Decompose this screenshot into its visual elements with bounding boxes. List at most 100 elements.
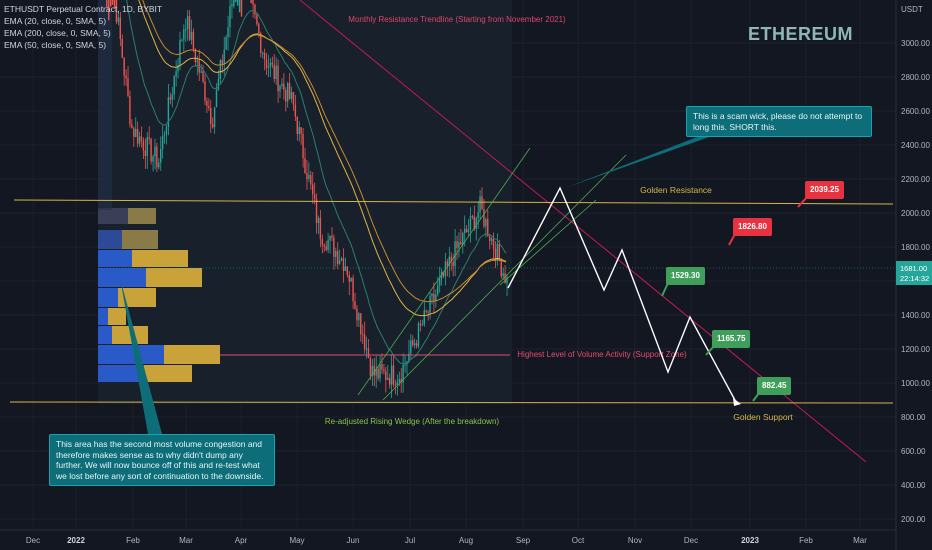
trendline-label: Monthly Resistance Trendline (Starting f…: [348, 15, 566, 24]
y-tick-label: 2400.00: [901, 141, 930, 150]
candle-body: [352, 277, 354, 302]
candle-body: [358, 313, 360, 321]
y-tick-label: 1000.00: [901, 379, 930, 388]
candle-body: [163, 134, 166, 136]
candle-body: [408, 353, 410, 362]
current-price-tag: [896, 261, 932, 285]
candle-body: [111, 0, 114, 5]
candle-body: [410, 340, 412, 354]
candle-body: [462, 232, 464, 245]
target-price-tag: 1826.80: [733, 218, 772, 236]
candle-body: [261, 52, 264, 54]
y-tick-label: 400.00: [901, 481, 926, 490]
candle-body: [206, 100, 208, 107]
candle-body: [123, 57, 125, 76]
candle-body: [456, 241, 458, 248]
target-tag-pointer: [797, 196, 808, 208]
candle-body: [350, 277, 352, 282]
candle-body: [454, 241, 456, 267]
candle-body: [231, 4, 233, 7]
candle-body: [238, 0, 241, 13]
candle-body: [213, 107, 216, 128]
candle-body: [256, 14, 258, 25]
candle-body: [325, 246, 327, 251]
candle-body: [148, 137, 150, 139]
candle-body: [142, 140, 145, 151]
y-tick-label: 2800.00: [901, 73, 930, 82]
y-tick-label: 800.00: [901, 413, 926, 422]
volume-profile-bar: [144, 365, 192, 382]
volume-profile-bar: [98, 365, 144, 382]
indicator-ema20[interactable]: EMA (20, close, 0, SMA, 5): [4, 16, 107, 26]
candle-body: [281, 83, 283, 86]
target-price-tag: 1529.30: [666, 267, 705, 285]
candle-body: [448, 256, 450, 266]
projection-path: [507, 186, 737, 403]
candle-body: [494, 248, 497, 261]
candle-body: [152, 156, 154, 162]
candle-body: [361, 334, 364, 336]
volume-profile-upper: [98, 0, 112, 210]
candle-body: [311, 184, 314, 195]
candle-body: [146, 137, 148, 156]
candle-body: [331, 235, 333, 238]
volume-profile-bar: [98, 308, 108, 325]
candle-body: [400, 379, 402, 383]
candle-body: [288, 83, 291, 99]
candle-body: [277, 65, 279, 92]
candle-body: [296, 116, 299, 134]
candle-body: [500, 259, 502, 277]
volume-note-callout: This area has the second most volume con…: [49, 434, 275, 486]
volume-profile-bar: [98, 230, 122, 249]
x-tick-label: Dec: [684, 536, 698, 545]
candle-body: [348, 275, 350, 282]
candle-body: [383, 369, 385, 372]
target-tag-pointer: [705, 345, 715, 356]
candle-body: [463, 228, 466, 233]
candle-body: [313, 194, 316, 199]
target-price-tag: 1165.75: [712, 330, 751, 348]
volume-profile-bar: [128, 208, 156, 224]
candle-body: [292, 92, 295, 105]
candle-body: [136, 128, 139, 144]
candle-body: [225, 37, 227, 50]
candle-body: [223, 49, 225, 64]
candle-body: [492, 238, 495, 249]
volume-profile-bar: [108, 308, 126, 325]
candle-body: [109, 0, 112, 7]
candle-body: [115, 0, 118, 22]
candle-body: [233, 0, 235, 7]
projection-arrowhead: [733, 398, 741, 406]
x-tick-label: May: [289, 536, 304, 545]
x-tick-label: Mar: [853, 536, 867, 545]
volume-profile-bar: [146, 268, 202, 287]
ema-line-50: [138, 0, 507, 317]
chart-watermark: ETHEREUM: [748, 24, 854, 44]
y-tick-label: 1800.00: [901, 243, 930, 252]
candle-body: [171, 94, 173, 100]
candle-body: [438, 279, 441, 286]
candle-body: [404, 364, 406, 366]
candle-body: [333, 237, 335, 257]
candle-body: [173, 76, 175, 95]
scam-wick-pointer: [565, 136, 712, 188]
candle-body: [154, 146, 156, 157]
volume-profile-bar: [98, 250, 132, 267]
indicator-ema200[interactable]: EMA (200, close, 0, SMA, 5): [4, 28, 111, 38]
candle-body: [106, 0, 108, 8]
golden-resistance-label: Golden Resistance: [640, 185, 712, 195]
indicator-ema50[interactable]: EMA (50, close, 0, SMA, 5): [4, 40, 107, 50]
candle-body: [477, 212, 479, 219]
candle-body: [315, 198, 318, 224]
candle-body: [134, 128, 137, 137]
candle-body: [119, 17, 122, 40]
candle-body: [387, 377, 389, 381]
candle-body: [469, 216, 472, 230]
candle-body: [265, 59, 268, 68]
candle-body: [392, 365, 395, 385]
candle-body: [385, 371, 387, 381]
wedge-channel: [499, 199, 597, 286]
volume-profile-bar: [98, 268, 146, 287]
candle-body: [356, 308, 358, 321]
